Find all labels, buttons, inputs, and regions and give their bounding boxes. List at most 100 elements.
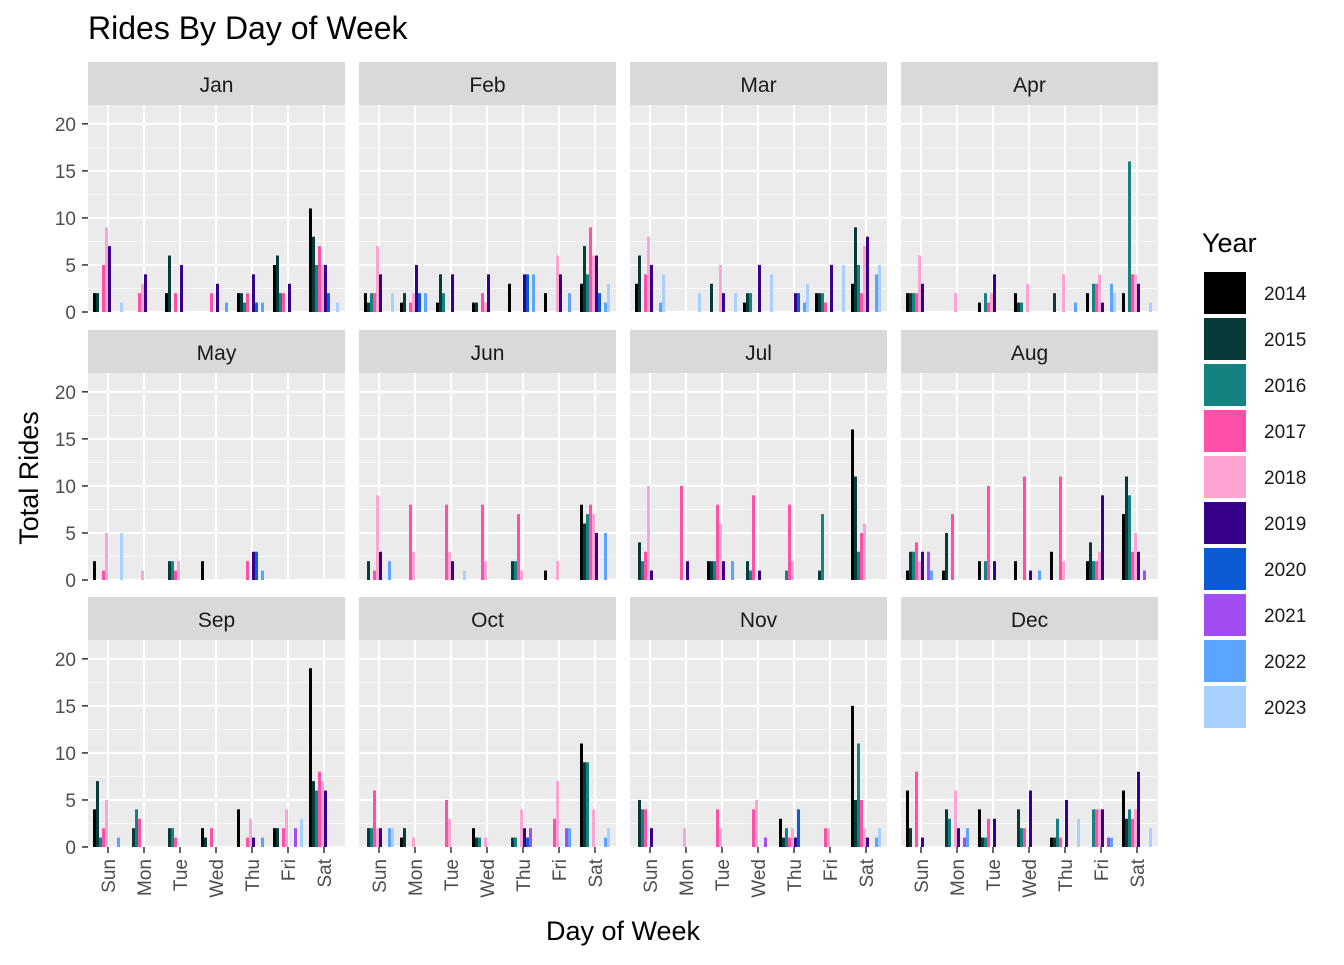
- bar: [517, 514, 520, 580]
- bar: [638, 255, 641, 312]
- bar: [764, 837, 767, 847]
- bar: [379, 828, 382, 847]
- y-tick-label: 20: [55, 650, 76, 671]
- x-tick-label: Wed: [749, 859, 770, 898]
- bar: [583, 762, 586, 847]
- bar: [641, 561, 644, 580]
- bar: [818, 293, 821, 312]
- facet-strip: [88, 597, 345, 640]
- bar: [436, 302, 439, 312]
- facet-strip-label: Apr: [1013, 74, 1046, 97]
- y-tick-label: 5: [65, 791, 76, 812]
- bar: [647, 236, 650, 312]
- legend-title: Year: [1202, 228, 1257, 258]
- bar: [686, 561, 689, 580]
- legend-swatch: [1202, 684, 1248, 730]
- bar: [481, 504, 484, 580]
- bar: [261, 837, 264, 847]
- bar: [391, 828, 394, 847]
- bar: [168, 255, 171, 312]
- bar: [514, 837, 517, 847]
- bar: [719, 523, 722, 580]
- bar: [1092, 561, 1095, 580]
- bar: [963, 837, 966, 847]
- bar: [1149, 302, 1152, 312]
- facet-strip: [88, 62, 345, 105]
- bar: [1026, 283, 1029, 312]
- legend-swatch: [1202, 546, 1248, 592]
- bar: [1089, 542, 1092, 580]
- bar: [376, 828, 379, 847]
- facet-strip-label: Dec: [1011, 609, 1048, 632]
- legend-label: 2022: [1264, 652, 1306, 673]
- bar: [716, 504, 719, 580]
- bar: [1107, 837, 1110, 847]
- bar: [918, 561, 921, 580]
- bar: [635, 283, 638, 312]
- x-tick-label: Fri: [1092, 859, 1113, 881]
- legend-label: 2015: [1264, 330, 1306, 351]
- bar: [966, 828, 969, 847]
- bar: [1038, 570, 1041, 580]
- bar: [445, 504, 448, 580]
- bar: [102, 264, 105, 312]
- bar: [285, 809, 288, 847]
- bar: [1125, 818, 1128, 847]
- x-tick-label: Tue: [984, 859, 1005, 891]
- legend-label: 2023: [1264, 698, 1306, 719]
- bar: [589, 504, 592, 580]
- bar: [707, 561, 710, 580]
- bar: [523, 274, 526, 312]
- bar: [1014, 561, 1017, 580]
- bar: [1101, 302, 1104, 312]
- x-tick-label: Wed: [478, 859, 499, 898]
- bar: [680, 485, 683, 580]
- legend-swatch: [1202, 500, 1248, 546]
- bar: [650, 828, 653, 847]
- bar: [604, 302, 607, 312]
- bar: [863, 828, 866, 847]
- facet-strip-label: Jun: [471, 342, 505, 365]
- bar: [722, 561, 725, 580]
- bar: [851, 283, 854, 312]
- bar: [96, 293, 99, 312]
- facet-panel-apr: Apr: [901, 62, 1158, 313]
- facet-panels: Jan 0 5 10 15 20 Feb Mar Apr May 0 5 10 15 20 Jun Jul Aug…: [55, 62, 1158, 898]
- bar: [487, 274, 490, 312]
- bar: [749, 293, 752, 312]
- bar: [484, 302, 487, 312]
- bar: [391, 293, 394, 312]
- bar: [568, 293, 571, 312]
- bar: [957, 828, 960, 847]
- bar: [276, 828, 279, 847]
- bar: [659, 302, 662, 312]
- bar: [1122, 514, 1125, 580]
- bar: [794, 837, 797, 847]
- bar: [144, 274, 147, 312]
- legend-swatch: [1202, 408, 1248, 454]
- x-tick-label: Fri: [279, 859, 300, 881]
- bar: [403, 293, 406, 312]
- bar: [993, 561, 996, 580]
- bar: [821, 514, 824, 580]
- bar: [556, 255, 559, 312]
- y-tick-label: 0: [65, 838, 76, 859]
- x-tick-label: Mon: [135, 859, 156, 896]
- bar: [321, 264, 324, 312]
- bar: [866, 236, 869, 312]
- bar: [252, 551, 255, 580]
- bar: [860, 532, 863, 580]
- bar: [376, 246, 379, 312]
- bar: [912, 551, 915, 580]
- bar: [710, 561, 713, 580]
- x-tick-label: Sun: [912, 859, 933, 893]
- bar: [948, 818, 951, 847]
- bar: [138, 293, 141, 312]
- x-tick-label: Mon: [948, 859, 969, 896]
- bar: [1110, 837, 1113, 847]
- bar: [1020, 828, 1023, 847]
- bar: [412, 551, 415, 580]
- x-tick-label: Fri: [821, 859, 842, 881]
- bar: [710, 283, 713, 312]
